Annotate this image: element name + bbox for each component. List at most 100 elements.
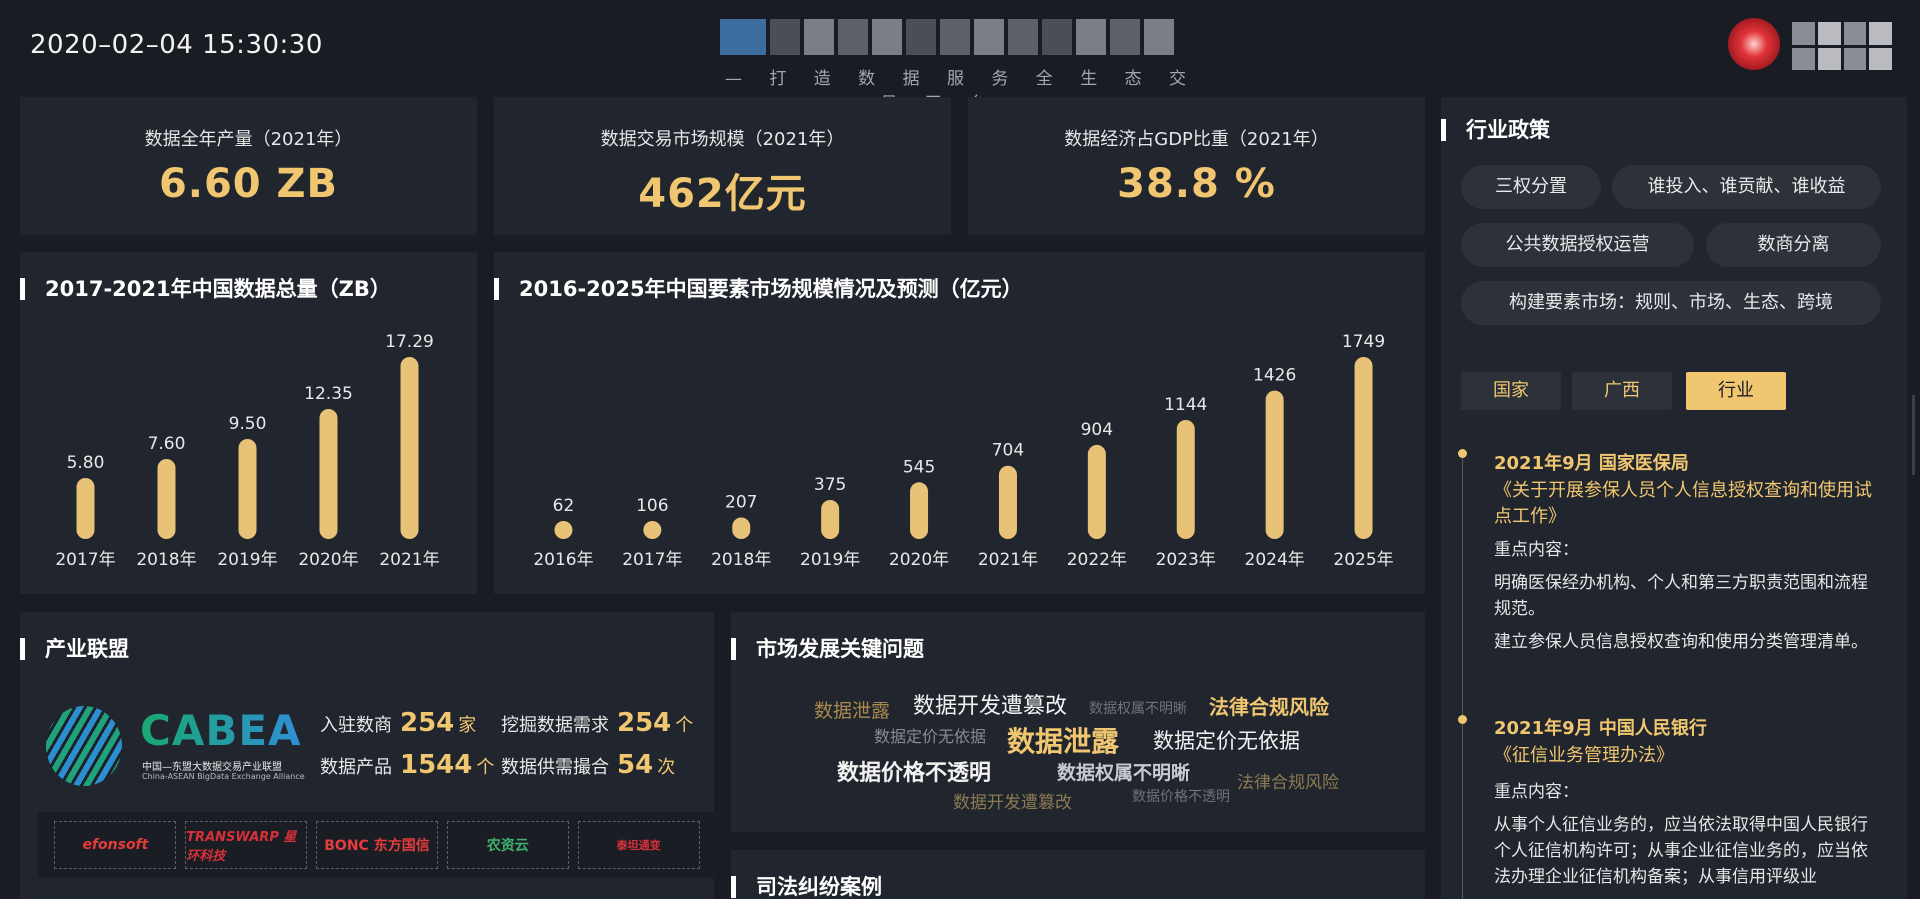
- word-cloud-item: 数据泄露: [1007, 725, 1120, 758]
- policy-item-doc[interactable]: 《征信业务管理办法》: [1494, 745, 1674, 766]
- word-cloud-item: 数据开发遭篡改: [913, 694, 1068, 719]
- x-tick-label: 2018年: [711, 550, 771, 570]
- tab-industry[interactable]: 行业: [1686, 372, 1786, 410]
- globe-icon: [46, 706, 122, 786]
- bar-value-label: 207: [725, 492, 757, 512]
- metric-products: 数据产品 1544 个: [320, 750, 494, 780]
- scrollbar-thumb[interactable]: [1912, 395, 1915, 475]
- chart-bar: [732, 517, 751, 539]
- metric-demand: 挖掘数据需求 254 个: [501, 708, 693, 738]
- chart-bar: [400, 357, 419, 539]
- panel-title: 司法纠纷案例: [731, 876, 882, 898]
- stat-value: 38.8 %: [1117, 161, 1276, 207]
- policy-item-key-label: 重点内容：: [1494, 540, 1579, 560]
- metric-value: 54: [617, 750, 654, 780]
- metric-value: 1544: [400, 750, 473, 780]
- data-volume-chart-panel: 2017-2021年中国数据总量（ZB） 5.80 2017年 7.60 2018年 9…: [20, 252, 477, 594]
- stat-card-gdp-share: 数据经济占GDP比重（2021年） 38.8 %: [968, 97, 1425, 235]
- partner-logo[interactable]: 泰坦通变: [577, 821, 700, 869]
- x-tick-label: 2023年: [1156, 550, 1216, 570]
- policy-chip[interactable]: 三权分置: [1461, 165, 1601, 209]
- metric-label: 挖掘数据需求: [501, 715, 609, 736]
- cabea-logo-en: China-ASEAN BigData Exchange Alliance: [142, 772, 305, 781]
- policy-chip[interactable]: 构建要素市场：规则、市场、生态、跨境: [1461, 281, 1881, 325]
- bar-value-label: 62: [553, 496, 575, 516]
- stat-card-market-size: 数据交易市场规模（2021年） 462亿元: [494, 97, 951, 235]
- datetime: 2020–02–04 15:30:30: [30, 30, 323, 60]
- chart-bar: [910, 482, 929, 539]
- chart-bar: [643, 521, 662, 539]
- emblem-text-logo: [1792, 22, 1892, 70]
- cabea-logo-text: CABEA: [140, 706, 302, 755]
- bar-value-label: 5.80: [67, 453, 105, 473]
- bar-value-label: 7.60: [148, 434, 186, 454]
- word-cloud-item: 数据价格不透明: [837, 761, 992, 786]
- partner-logo[interactable]: 农资云: [446, 821, 569, 869]
- x-tick-label: 2020年: [298, 550, 358, 570]
- metric-unit: 个: [476, 757, 495, 778]
- industry-policy-panel: 行业政策 三权分置 谁投入、谁贡献、谁收益 公共数据授权运营 数商分离 构建要素…: [1441, 97, 1907, 899]
- stat-card-annual-output: 数据全年产量（2021年） 6.60 ZB: [20, 97, 477, 235]
- partner-logo[interactable]: TRANSWARP 星环科技: [185, 821, 308, 869]
- chart-bar: [1176, 419, 1195, 539]
- x-tick-label: 2018年: [136, 550, 196, 570]
- word-cloud-item: 数据定价无依据: [874, 727, 987, 746]
- panel-title: 行业政策: [1441, 119, 1550, 141]
- chart-bar: [319, 409, 338, 539]
- bar-value-label: 704: [992, 441, 1024, 461]
- x-tick-label: 2017年: [622, 550, 682, 570]
- panel-title: 2017-2021年中国数据总量（ZB）: [20, 278, 391, 300]
- policy-item-point: 建立参保人员信息授权查询和使用分类管理清单。: [1494, 632, 1868, 652]
- stat-value: 6.60 ZB: [158, 161, 339, 207]
- chart-bar: [1087, 444, 1106, 539]
- word-cloud-item: 数据权属不明晰: [1089, 701, 1187, 717]
- bar-value-label: 1426: [1253, 366, 1296, 386]
- panel-title: 2016-2025年中国要素市场规模情况及预测（亿元）: [494, 278, 1023, 300]
- metric-merchants: 入驻数商 254 家: [320, 708, 476, 738]
- timeline-line: [1462, 453, 1463, 899]
- platform-logo: [720, 16, 1202, 58]
- factor-market-bar-chart: 62 2016年 106 2017年 207 2018年 375 2019年 545 2020年 7…: [533, 332, 1393, 570]
- partner-logo[interactable]: efonsoft: [54, 821, 177, 869]
- stat-title: 数据经济占GDP比重（2021年）: [1064, 129, 1329, 150]
- stat-title: 数据交易市场规模（2021年）: [600, 129, 845, 150]
- bar-value-label: 9.50: [229, 414, 267, 434]
- policy-item-doc[interactable]: 《关于开展参保人员个人信息授权查询和使用试点工作》: [1494, 480, 1872, 527]
- stat-value: 462亿元: [638, 171, 807, 217]
- chart-bar: [998, 465, 1017, 539]
- word-cloud-item: 数据开发遭篡改: [953, 793, 1072, 813]
- tab-national[interactable]: 国家: [1461, 372, 1561, 410]
- timeline-dot: [1458, 715, 1467, 724]
- bar-value-label: 106: [636, 496, 668, 516]
- policy-chip[interactable]: 公共数据授权运营: [1461, 223, 1694, 267]
- chart-bar: [157, 459, 176, 539]
- word-cloud-item: 数据权属不明晰: [1057, 762, 1191, 784]
- policy-item-point: 从事个人征信业务的，应当依法取得中国人民银行个人征信机构许可；从事企业征信业务的…: [1494, 815, 1868, 887]
- bar-value-label: 545: [903, 457, 935, 477]
- panel-title: 市场发展关键问题: [731, 638, 924, 660]
- bar-value-label: 375: [814, 475, 846, 495]
- policy-chip[interactable]: 谁投入、谁贡献、谁收益: [1612, 165, 1881, 209]
- policy-chip[interactable]: 数商分离: [1706, 223, 1881, 267]
- panel-title: 产业联盟: [20, 638, 129, 660]
- metric-unit: 家: [458, 715, 477, 736]
- market-issues-panel: 市场发展关键问题 数据泄露 数据开发遭篡改 数据权属不明晰 法律合规风险 数据定…: [731, 612, 1425, 832]
- metric-value: 254: [617, 708, 672, 738]
- cabea-logo-cn: 中国—东盟大数据交易产业联盟: [142, 762, 282, 773]
- stat-title: 数据全年产量（2021年）: [144, 129, 353, 150]
- tab-guangxi[interactable]: 广西: [1572, 372, 1672, 410]
- metric-unit: 次: [657, 757, 676, 778]
- bar-value-label: 12.35: [304, 384, 353, 404]
- chart-bar: [76, 477, 95, 539]
- metric-label: 数据产品: [320, 757, 392, 778]
- header: 2020–02–04 15:30:30 — 打 造 数 据 服 务 全 生 态 …: [0, 0, 1920, 114]
- emblem-icon: [1728, 18, 1780, 70]
- cabea-logo: CABEA 中国—东盟大数据交易产业联盟 China-ASEAN BigData…: [46, 704, 305, 790]
- x-tick-label: 2025年: [1333, 550, 1393, 570]
- policy-item-head: 2021年9月 国家医保局: [1494, 453, 1689, 474]
- factor-market-chart-panel: 2016-2025年中国要素市场规模情况及预测（亿元） 62 2016年 106 20…: [494, 252, 1425, 594]
- x-tick-label: 2022年: [1067, 550, 1127, 570]
- x-tick-label: 2024年: [1245, 550, 1305, 570]
- metric-matching: 数据供需撮合 54 次: [501, 750, 675, 780]
- partner-logo[interactable]: BONC 东方国信: [315, 821, 438, 869]
